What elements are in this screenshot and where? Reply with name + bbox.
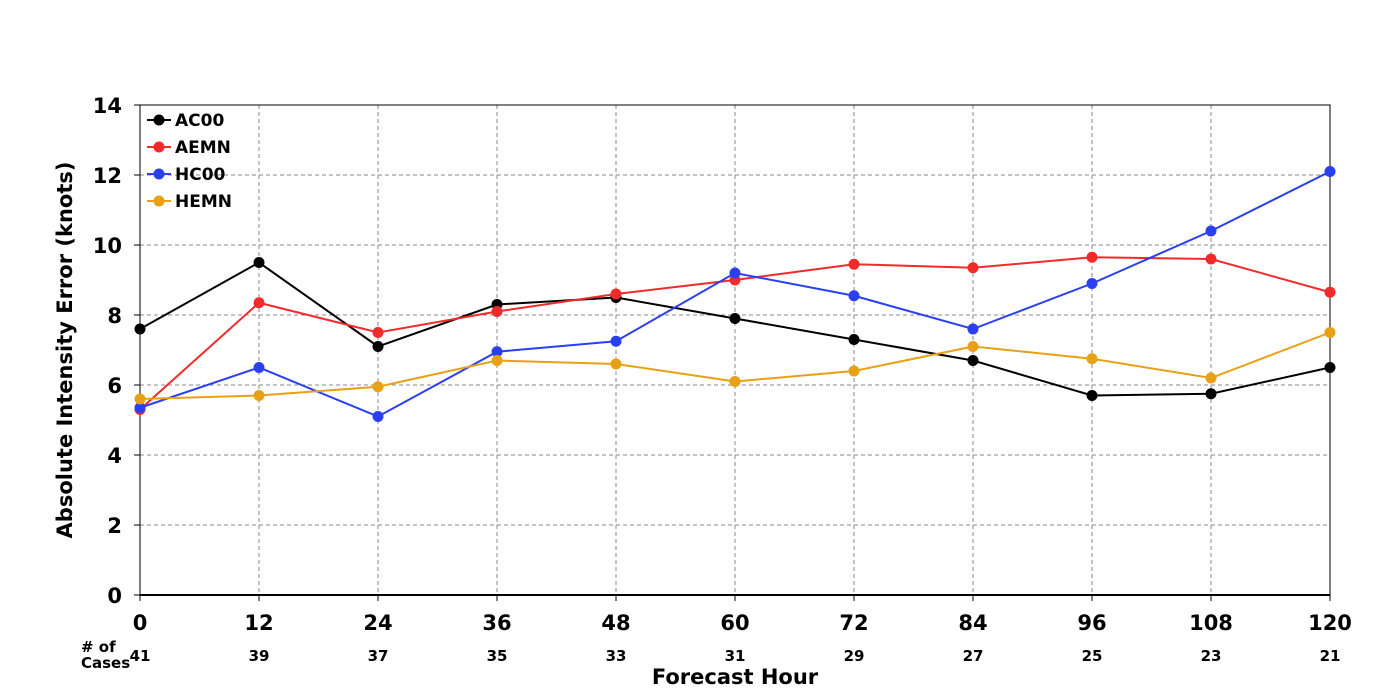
- legend-swatch-marker: [153, 195, 165, 207]
- legend-swatch-marker: [153, 114, 165, 126]
- legend-item-hc00: HC00: [147, 165, 226, 185]
- x-tick-label: 48: [601, 611, 630, 635]
- case-count: 23: [1201, 647, 1222, 665]
- data-point: [1324, 286, 1336, 298]
- case-count: 39: [249, 647, 270, 665]
- data-point: [253, 257, 265, 268]
- x-tick-label: 0: [133, 611, 148, 635]
- grid-layer: [140, 105, 1330, 595]
- cases-row: # of Cases 41 39 37 35 33 31 29 27 25 23 21: [81, 638, 1340, 672]
- data-point: [491, 306, 503, 317]
- data-point: [1205, 372, 1217, 384]
- case-count: 33: [606, 647, 627, 665]
- data-point: [1324, 362, 1336, 373]
- data-point: [610, 358, 622, 370]
- case-count: 37: [368, 647, 389, 665]
- case-count: 31: [725, 647, 746, 665]
- legend-label: AEMN: [175, 138, 231, 158]
- legend-item-hemn: HEMN: [147, 192, 232, 212]
- x-axis-title: Forecast Hour: [652, 665, 819, 689]
- data-point: [134, 402, 146, 414]
- legend-swatch-marker: [153, 141, 165, 153]
- case-count: 27: [963, 647, 984, 665]
- case-count: 35: [487, 647, 508, 665]
- data-point: [134, 323, 146, 335]
- x-tick-label: 24: [363, 611, 392, 635]
- data-point: [1205, 388, 1217, 400]
- y-tick-label: 10: [93, 234, 122, 258]
- data-point: [1086, 353, 1098, 365]
- x-tick-label: 120: [1308, 611, 1352, 635]
- case-count: 21: [1320, 647, 1341, 665]
- data-point: [253, 297, 265, 309]
- data-point: [967, 262, 979, 274]
- data-point: [729, 376, 741, 387]
- data-point: [1086, 390, 1098, 401]
- x-tick-label: 60: [720, 611, 749, 635]
- data-point: [372, 381, 384, 393]
- data-point: [491, 346, 503, 358]
- legend-label: AC00: [175, 111, 224, 131]
- case-count: 41: [130, 647, 151, 665]
- y-tick-label: 0: [107, 584, 122, 608]
- series-hemn: [134, 327, 1336, 405]
- legend: AC00 AEMN HC00 HEMN: [147, 111, 232, 212]
- data-point: [610, 288, 622, 300]
- data-point: [848, 365, 860, 377]
- data-point: [253, 362, 265, 373]
- data-point: [729, 313, 741, 324]
- x-tick-label: 12: [244, 611, 273, 635]
- y-tick-labels: 0 2 4 6 8 10 12 14: [93, 94, 140, 608]
- data-point: [372, 327, 384, 338]
- x-tick-label: 72: [839, 611, 868, 635]
- data-point: [491, 355, 503, 366]
- data-point: [1086, 251, 1098, 263]
- data-point: [1205, 253, 1217, 265]
- series-ac00: [134, 257, 1336, 401]
- data-point: [848, 334, 860, 345]
- legend-label: HEMN: [175, 192, 232, 212]
- data-point: [253, 390, 265, 401]
- x-tick-label: 108: [1189, 611, 1233, 635]
- x-tick-label: 96: [1077, 611, 1106, 635]
- data-point: [1324, 166, 1336, 177]
- data-point: [967, 341, 979, 352]
- case-count: 29: [844, 647, 865, 665]
- y-tick-label: 2: [107, 514, 122, 538]
- data-point: [372, 411, 384, 422]
- series-aemn: [134, 251, 1336, 415]
- data-point: [372, 341, 384, 352]
- data-point: [848, 258, 860, 270]
- y-tick-label: 12: [93, 164, 122, 188]
- y-axis-title: Absolute Intensity Error (knots): [53, 162, 77, 539]
- data-point: [967, 355, 979, 366]
- legend-swatch-marker: [153, 168, 165, 180]
- data-point: [1205, 225, 1217, 237]
- y-tick-label: 4: [107, 444, 122, 468]
- data-point: [729, 267, 741, 279]
- cases-label-line1: # of: [81, 638, 116, 656]
- y-tick-label: 8: [107, 304, 122, 328]
- data-point: [848, 290, 860, 302]
- legend-label: HC00: [175, 165, 226, 185]
- data-point: [967, 323, 979, 335]
- cases-label-line2: Cases: [81, 654, 130, 672]
- y-tick-label: 14: [93, 94, 122, 118]
- legend-item-ac00: AC00: [147, 111, 224, 131]
- series-hc00: [134, 166, 1336, 422]
- data-point: [1324, 327, 1336, 338]
- data-point: [1086, 278, 1098, 289]
- x-tick-labels: 0 12 24 36 48 60 72 84 96 108 120: [133, 595, 1352, 635]
- x-tick-label: 36: [482, 611, 511, 635]
- series-layer: [134, 166, 1336, 422]
- x-tick-label: 84: [958, 611, 987, 635]
- data-point: [610, 335, 622, 347]
- data-point: [134, 393, 146, 405]
- y-tick-label: 6: [107, 374, 122, 398]
- case-count: 25: [1082, 647, 1103, 665]
- legend-item-aemn: AEMN: [147, 138, 231, 158]
